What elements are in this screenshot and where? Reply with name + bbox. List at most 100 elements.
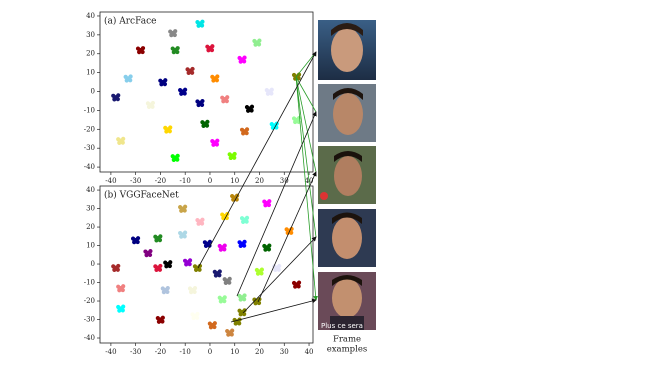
face-image — [318, 146, 376, 204]
y-tick-label: -30 — [84, 144, 95, 152]
point-cluster — [158, 78, 168, 87]
y-tick-label: -10 — [84, 106, 95, 114]
point-cluster — [145, 100, 156, 110]
point-cluster — [210, 74, 220, 83]
point-cluster — [222, 276, 232, 285]
arrows — [197, 51, 316, 323]
plot-frame — [99, 11, 314, 173]
y-tick-label: -20 — [84, 125, 95, 133]
point-cluster — [237, 55, 247, 64]
point-cluster — [237, 308, 247, 317]
point-cluster — [116, 304, 126, 313]
caption: Frame — [333, 335, 361, 345]
x-tick-label: 10 — [230, 348, 239, 356]
y-tick-label: -30 — [84, 316, 95, 324]
point-cluster — [111, 93, 121, 102]
point-cluster — [143, 249, 153, 258]
x-tick-label: -20 — [155, 177, 166, 185]
y-tick-label: 30 — [86, 31, 95, 39]
x-tick-label: -20 — [155, 348, 166, 356]
point-cluster — [195, 19, 205, 28]
y-tick-label: -20 — [84, 297, 95, 305]
y-tick-label: -10 — [84, 279, 95, 287]
point-cluster — [239, 127, 250, 136]
point-cluster — [168, 29, 178, 38]
y-tick-label: 40 — [86, 12, 95, 20]
point-cluster — [178, 87, 188, 96]
chart-title: (a) ArcFace — [104, 16, 156, 27]
x-tick-label: -10 — [180, 177, 191, 185]
caption: examples — [327, 345, 368, 355]
face-image — [318, 272, 376, 330]
point-cluster — [153, 263, 163, 273]
point-cluster — [244, 104, 255, 113]
plot-frame — [99, 185, 314, 344]
point-cluster — [291, 115, 302, 125]
point-cluster — [262, 199, 272, 208]
point-cluster — [182, 258, 193, 267]
chart-title: (b) VGGFaceNet — [104, 190, 179, 201]
point-cluster — [239, 215, 250, 224]
point-cluster — [178, 204, 188, 213]
face-image — [318, 209, 376, 267]
point-cluster — [217, 295, 227, 304]
point-cluster — [170, 46, 180, 55]
y-tick-label: -40 — [84, 334, 95, 342]
x-tick-label: 20 — [255, 348, 264, 356]
point-cluster — [153, 234, 163, 243]
point-cluster — [237, 293, 247, 302]
point-cluster — [195, 98, 205, 108]
point-cluster — [160, 286, 170, 295]
point-cluster — [155, 315, 165, 324]
x-tick-label: 10 — [230, 177, 239, 185]
image-text: Plus ce sera — [321, 322, 363, 330]
point-cluster — [200, 119, 210, 128]
point-cluster — [135, 46, 146, 55]
point-cluster — [262, 243, 272, 252]
x-tick-label: 40 — [305, 348, 314, 356]
x-tick-label: 20 — [255, 177, 264, 185]
point-cluster — [116, 284, 126, 293]
frame-images: Plus ce sera — [318, 20, 376, 330]
point-cluster — [116, 136, 126, 145]
x-tick-label: -30 — [130, 348, 141, 356]
y-tick-label: 10 — [86, 242, 95, 250]
point-cluster — [163, 260, 173, 269]
point-cluster — [178, 230, 188, 239]
point-cluster — [291, 280, 302, 289]
point-cluster — [217, 243, 227, 252]
point-cluster — [220, 95, 230, 104]
y-tick-label: 0 — [91, 260, 95, 268]
x-tick-label: -40 — [105, 348, 116, 356]
point-cluster — [264, 87, 274, 96]
y-tick-label: 10 — [86, 69, 95, 77]
point-cluster — [230, 193, 240, 202]
point-cluster — [130, 236, 141, 245]
y-tick-label: 40 — [86, 186, 95, 194]
point-cluster — [185, 66, 195, 76]
point-cluster — [187, 286, 198, 295]
point-cluster — [210, 138, 220, 147]
point-cluster — [163, 125, 173, 134]
face-image — [318, 84, 376, 142]
point-cluster — [227, 151, 237, 161]
x-tick-label: -10 — [180, 348, 191, 356]
point-cluster — [123, 74, 133, 83]
x-tick-label: 30 — [280, 177, 289, 185]
point-cluster — [252, 38, 262, 47]
point-cluster — [207, 321, 217, 330]
x-tick-label: -40 — [105, 177, 116, 185]
point-cluster — [190, 311, 200, 321]
point-cluster — [205, 44, 215, 53]
y-tick-label: -40 — [84, 163, 95, 171]
point-cluster — [254, 267, 265, 276]
point-cluster — [212, 269, 222, 278]
point-cluster — [170, 153, 180, 162]
y-tick-label: 30 — [86, 205, 95, 213]
y-tick-label: 0 — [91, 88, 95, 96]
point-cluster — [192, 263, 203, 273]
point-cluster — [225, 328, 235, 337]
point-cluster — [111, 263, 121, 273]
point-cluster — [237, 239, 247, 248]
